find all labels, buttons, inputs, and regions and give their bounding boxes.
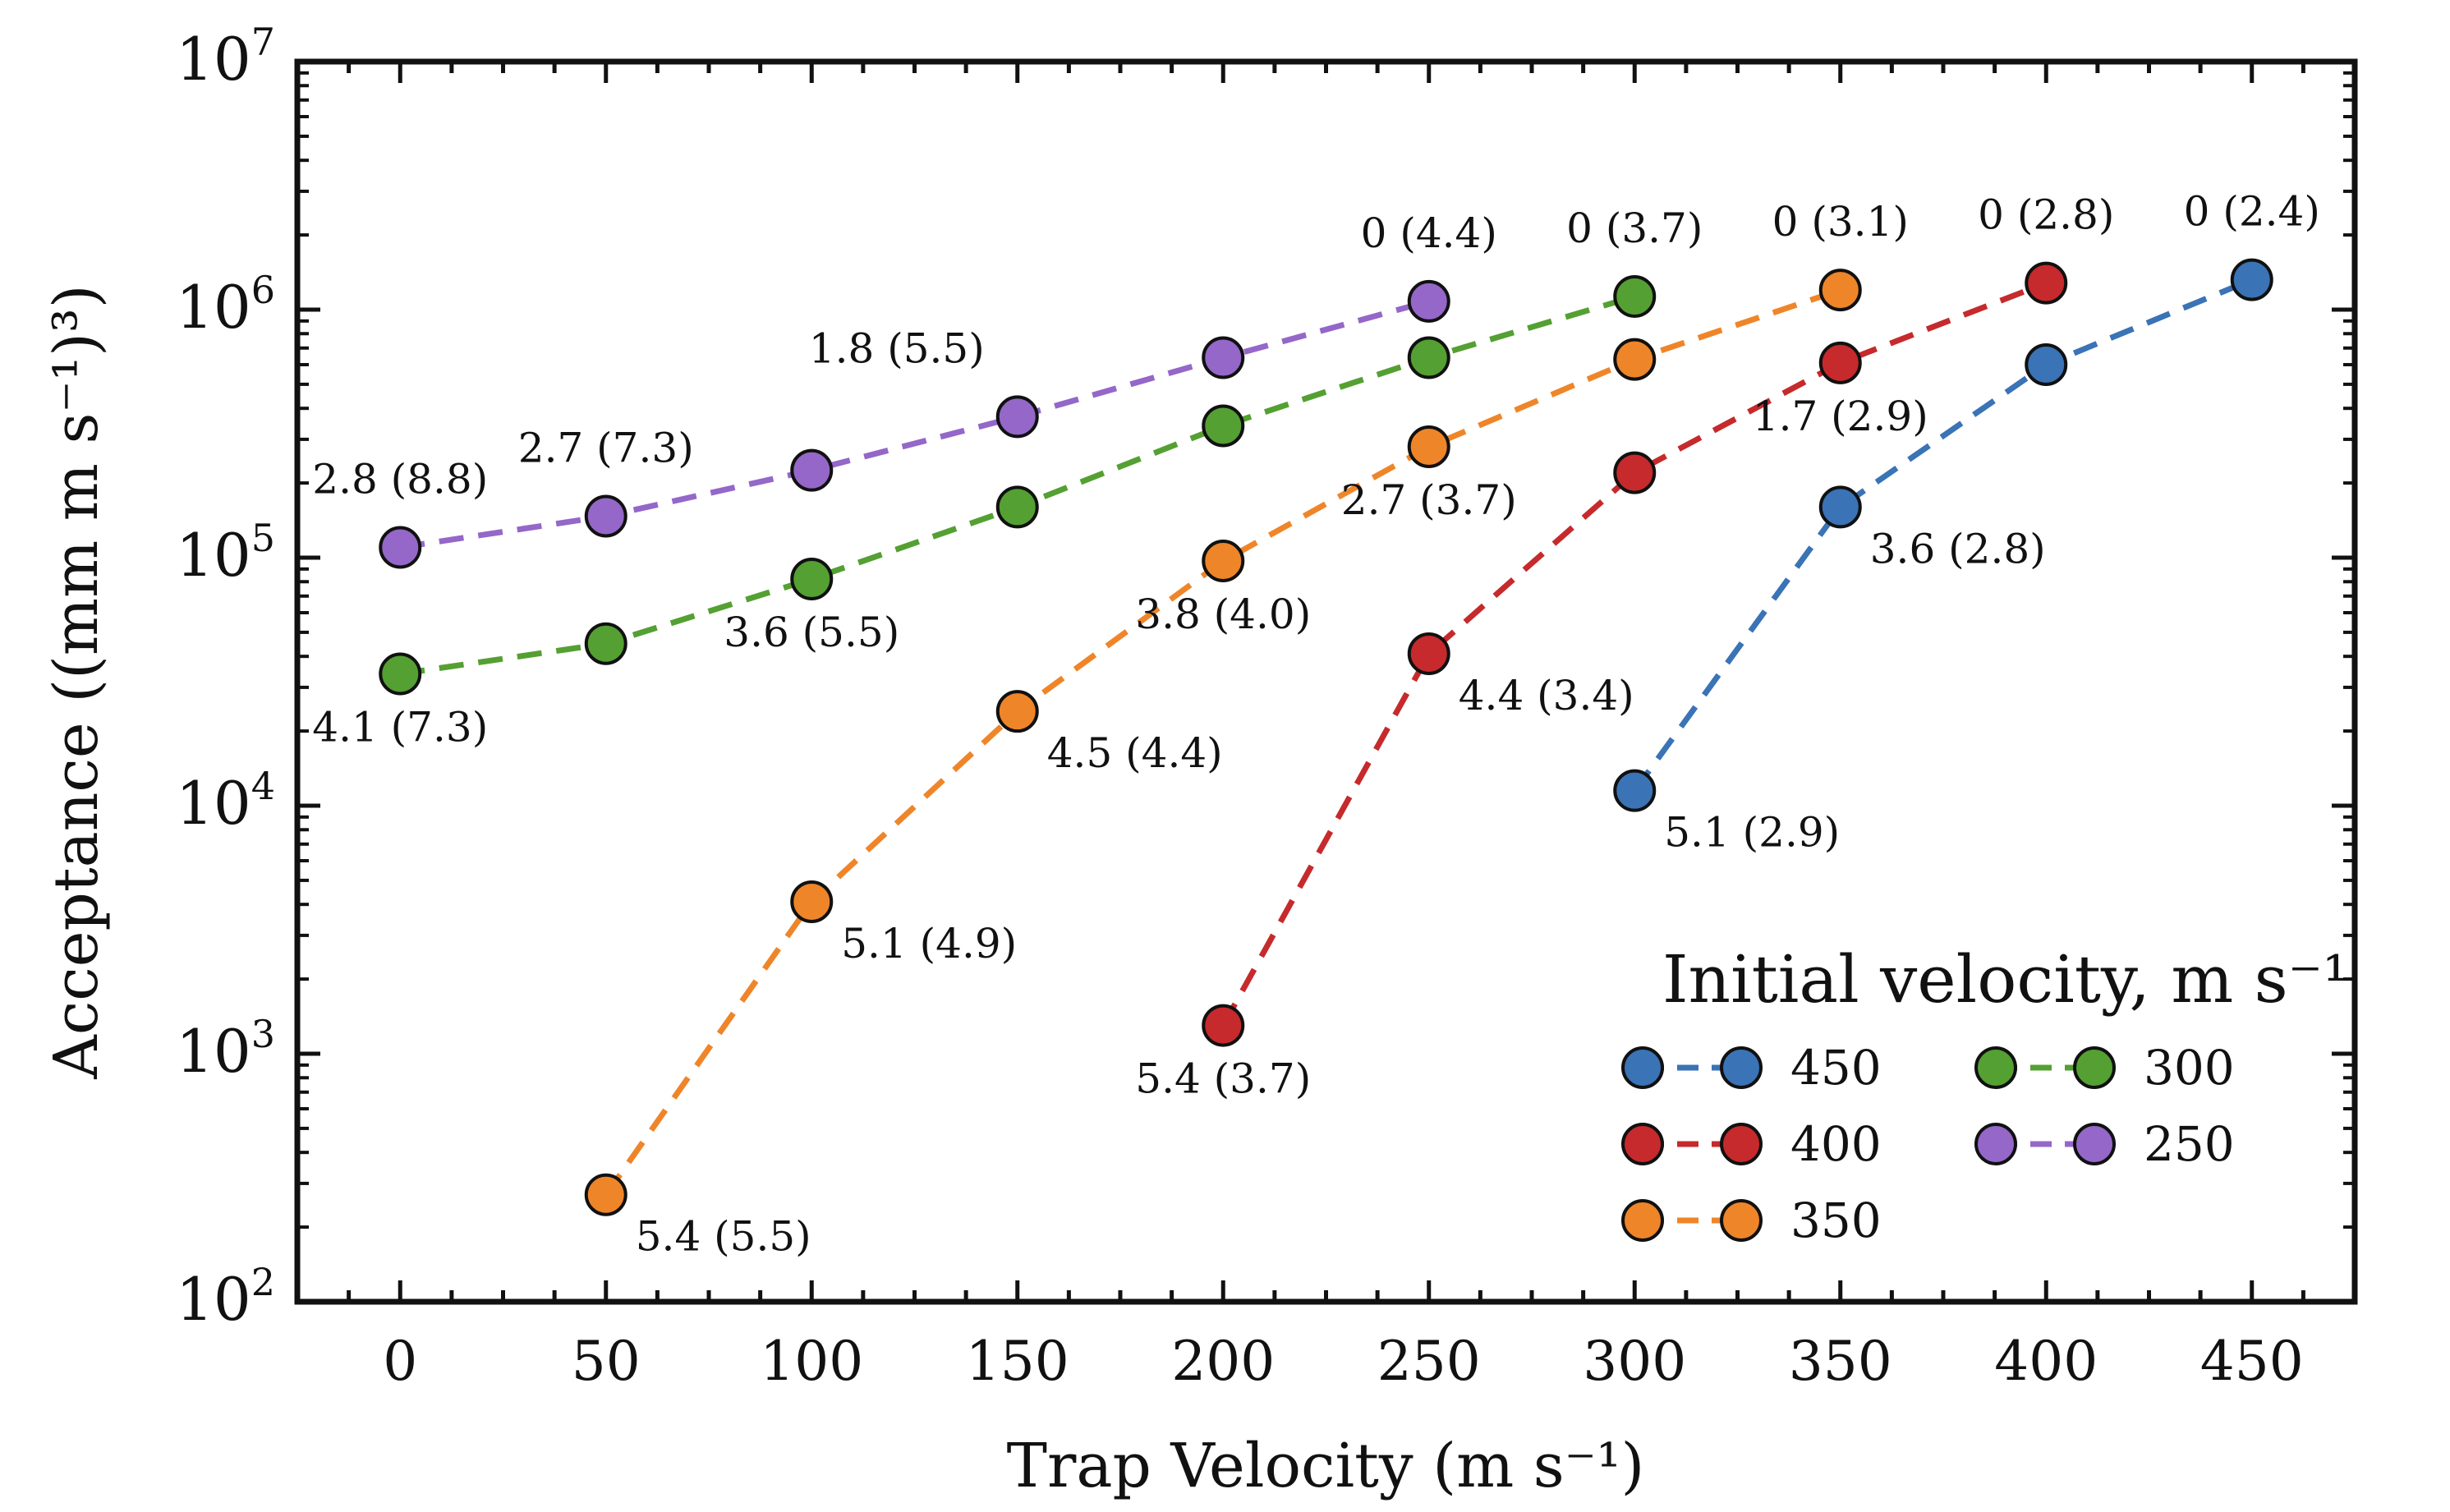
series-lines — [399, 277, 2254, 1197]
x-tick-label: 300 — [1583, 1330, 1686, 1393]
data-label: 5.4 (5.5) — [636, 1213, 811, 1261]
data-label: 4.1 (7.3) — [312, 703, 488, 751]
x-tick-label: 400 — [1994, 1330, 2098, 1393]
data-label: 0 (2.4) — [2184, 188, 2320, 236]
data-label: 4.5 (4.4) — [1047, 729, 1223, 777]
data-label: 1.7 (2.9) — [1753, 393, 1928, 440]
axis-tick-labels: 0 50 100 150 200 250 300 350 400 450 102 103 104 105 1… — [176, 20, 2304, 1393]
data-point-400 — [1202, 1004, 1245, 1047]
legend-label-450: 450 — [1790, 1040, 1882, 1096]
plot-frame — [294, 58, 2358, 1305]
data-point-450 — [2025, 342, 2068, 386]
x-tick-label: 200 — [1171, 1330, 1275, 1393]
legend: Initial velocity, m s⁻¹ 450 400 350 300 250 — [1621, 941, 2349, 1248]
data-point-250 — [995, 395, 1039, 439]
legend-title: Initial velocity, m s⁻¹ — [1662, 941, 2349, 1018]
data-label: 5.1 (4.9) — [841, 920, 1017, 967]
data-label: 2.8 (8.8) — [312, 455, 488, 503]
y-tick-label: 102 — [176, 1260, 275, 1334]
legend-items: 450 400 350 300 250 — [1621, 1040, 2235, 1248]
series-points — [379, 258, 2273, 1216]
data-point-300 — [1613, 274, 1657, 318]
legend-marker-450 — [1720, 1046, 1763, 1089]
data-label: 0 (4.4) — [1361, 209, 1497, 257]
y-tick-label: 103 — [176, 1012, 275, 1086]
data-point-350 — [1407, 425, 1450, 468]
data-label: 0 (3.1) — [1772, 198, 1909, 246]
data-point-350 — [790, 880, 834, 923]
x-tick-label: 450 — [2200, 1330, 2304, 1393]
x-tick-label: 250 — [1377, 1330, 1481, 1393]
data-point-300 — [995, 485, 1039, 529]
data-label: 3.8 (4.0) — [1135, 591, 1311, 638]
y-tick-label: 104 — [176, 764, 275, 838]
data-point-250 — [1407, 279, 1450, 323]
legend-marker-300 — [2073, 1046, 2116, 1089]
legend-label-350: 350 — [1790, 1193, 1882, 1248]
legend-marker-350 — [1621, 1199, 1664, 1242]
legend-label-400: 400 — [1790, 1116, 1882, 1172]
data-point-400 — [2025, 261, 2068, 305]
data-point-250 — [1202, 336, 1245, 379]
x-tick-label: 100 — [760, 1330, 863, 1393]
axis-ticks — [295, 59, 2357, 1304]
x-tick-label: 350 — [1789, 1330, 1892, 1393]
data-label: 1.8 (5.5) — [809, 324, 985, 372]
legend-marker-450 — [1621, 1046, 1664, 1089]
x-tick-label: 0 — [383, 1330, 417, 1393]
data-point-400 — [1613, 451, 1657, 494]
legend-label-250: 250 — [2144, 1116, 2235, 1172]
data-point-450 — [1818, 485, 1862, 529]
data-label: 0 (2.8) — [1978, 191, 2114, 239]
data-point-400 — [1407, 632, 1450, 675]
data-point-250 — [790, 448, 834, 492]
data-label: 2.7 (7.3) — [518, 424, 694, 471]
legend-marker-400 — [1621, 1123, 1664, 1165]
data-label: 5.4 (3.7) — [1135, 1055, 1311, 1103]
data-point-300 — [790, 558, 834, 601]
legend-marker-250 — [1974, 1123, 2017, 1165]
y-tick-label: 107 — [176, 20, 275, 94]
legend-label-300: 300 — [2144, 1040, 2235, 1096]
series-line-450 — [1632, 277, 2254, 793]
data-point-300 — [1407, 336, 1450, 379]
legend-marker-300 — [1974, 1046, 2017, 1089]
data-point-300 — [1202, 404, 1245, 448]
legend-marker-400 — [1720, 1123, 1763, 1165]
x-tick-label: 50 — [572, 1330, 641, 1393]
data-label: 4.4 (3.4) — [1459, 672, 1634, 719]
data-label: 3.6 (2.8) — [1870, 525, 2046, 572]
data-label: 5.1 (2.9) — [1664, 809, 1840, 857]
series-line-400 — [1220, 280, 2048, 1027]
data-point-250 — [584, 494, 627, 538]
data-point-350 — [1613, 338, 1657, 381]
legend-marker-250 — [2073, 1123, 2116, 1165]
data-point-400 — [1818, 341, 1862, 384]
data-point-250 — [379, 526, 422, 569]
data-label: 0 (3.7) — [1566, 205, 1703, 252]
data-point-300 — [584, 622, 627, 665]
data-point-300 — [379, 652, 422, 696]
data-point-350 — [584, 1173, 627, 1216]
x-tick-label: 150 — [966, 1330, 1069, 1393]
data-point-350 — [1818, 269, 1862, 312]
y-tick-label: 105 — [176, 516, 275, 590]
y-tick-label: 106 — [176, 268, 275, 342]
series-line-250 — [399, 298, 1430, 550]
x-axis-title: Trap Velocity (m s⁻¹) — [1007, 1431, 1645, 1501]
data-point-350 — [995, 690, 1039, 733]
point-labels: 5.1 (2.9) 3.6 (2.8) 0 (2.4) 5.4 (3.7) 4.4 (3… — [312, 188, 2320, 1261]
data-label: 2.7 (3.7) — [1341, 476, 1517, 524]
legend-marker-350 — [1720, 1199, 1763, 1242]
data-point-450 — [1613, 769, 1657, 812]
data-label: 3.6 (5.5) — [724, 609, 899, 656]
y-axis-title: Acceptance ((mm m s⁻¹)³) — [41, 284, 112, 1079]
data-point-350 — [1202, 539, 1245, 582]
data-point-450 — [2230, 258, 2273, 301]
